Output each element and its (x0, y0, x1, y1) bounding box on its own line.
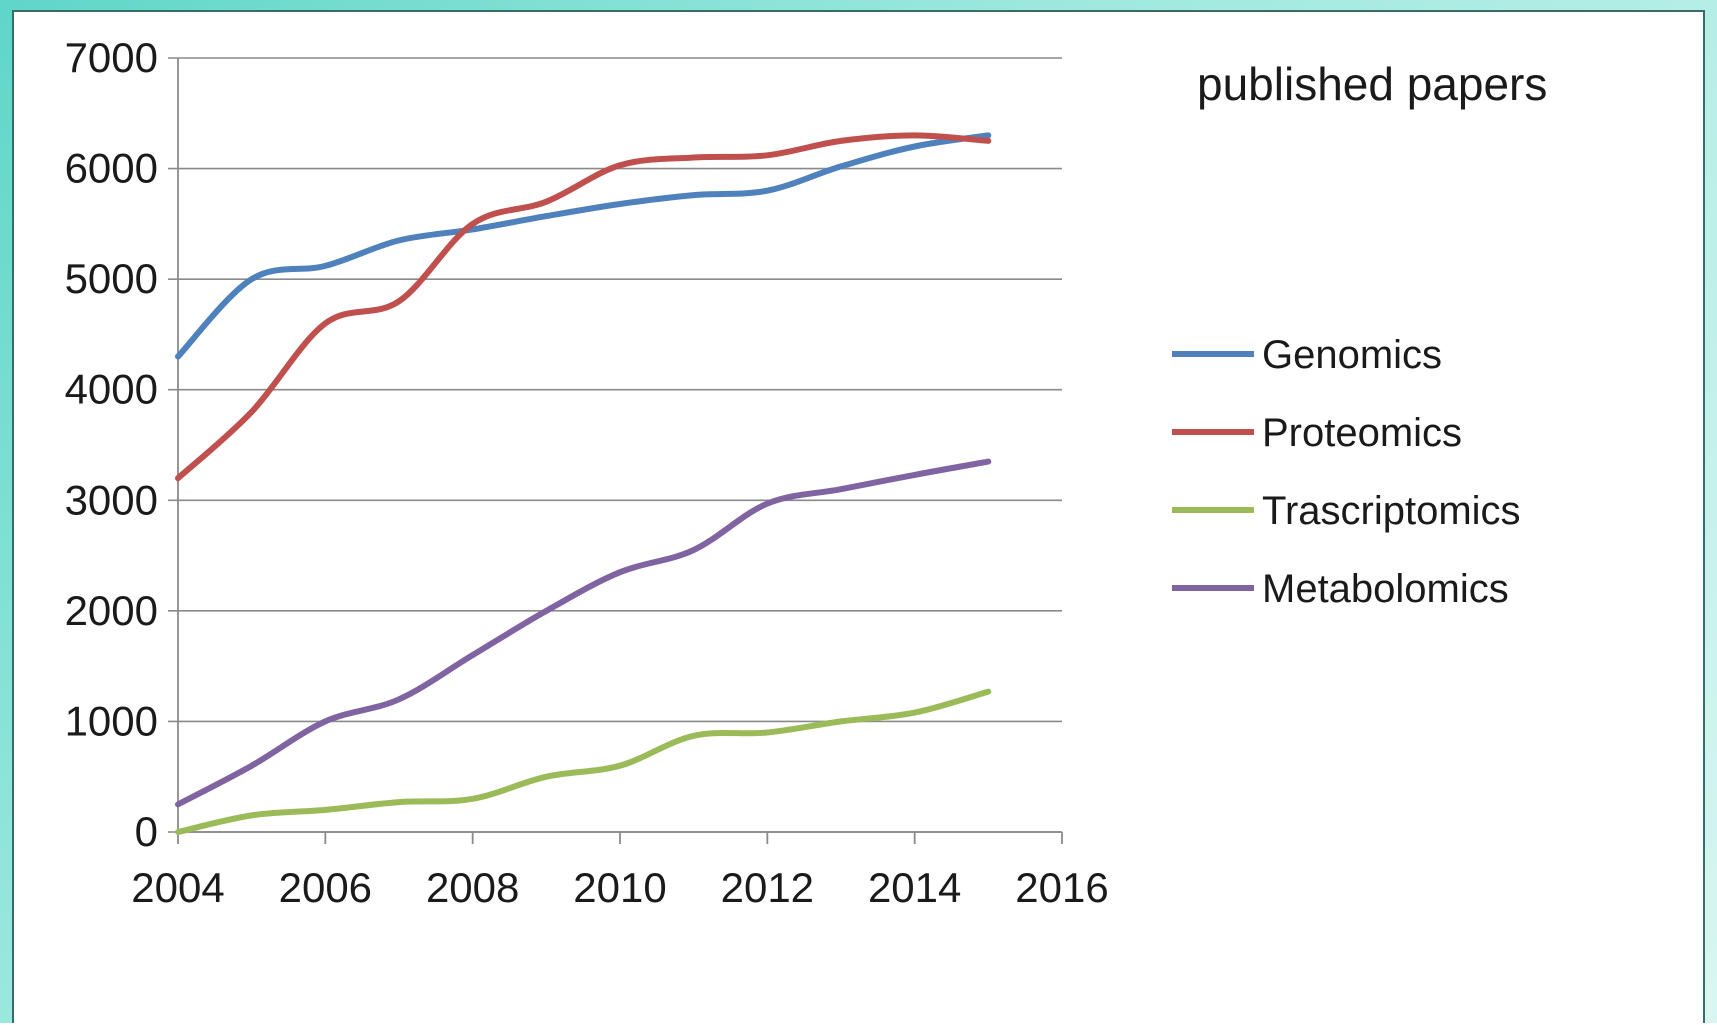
x-tick-labels: 2004 2006 2008 2010 2012 2014 2016 (131, 864, 1108, 911)
legend-label-metabolomics: Metabolomics (1262, 567, 1509, 611)
x-tick-label: 2016 (1015, 864, 1108, 911)
legend-label-genomics: Genomics (1262, 333, 1442, 377)
y-tick-label: 6000 (65, 145, 158, 192)
y-tick-label: 1000 (65, 697, 158, 744)
series-line-genomics (175, 132, 992, 360)
x-tick-label: 2006 (279, 864, 372, 911)
x-tick-label: 2014 (868, 864, 961, 911)
y-tick-label: 5000 (65, 255, 158, 302)
series-line-proteomics (175, 132, 992, 482)
y-tick-label: 7000 (65, 34, 158, 81)
x-tick-label: 2004 (131, 864, 224, 911)
chart-title: published papers (1197, 58, 1547, 110)
y-tick-label: 2000 (65, 587, 158, 634)
y-tick-labels: 0 1000 2000 3000 4000 5000 6000 7000 (65, 34, 158, 855)
series-lines (175, 132, 992, 835)
y-tick-label: 3000 (65, 476, 158, 523)
legend-label-proteomics: Proteomics (1262, 411, 1462, 455)
gridlines (168, 57, 1062, 833)
x-tick-label: 2008 (426, 864, 519, 911)
x-tick-label: 2010 (573, 864, 666, 911)
chart-panel: 0 1000 2000 3000 4000 5000 6000 7000 2004 2006 20… (12, 10, 1705, 1023)
series-line-trascriptomics (175, 688, 992, 835)
axes (177, 58, 1063, 844)
legend-label-trascriptomics: Trascriptomics (1262, 489, 1521, 533)
series-line-metabolomics (175, 458, 992, 808)
y-tick-label: 0 (135, 808, 158, 855)
x-tick-label: 2012 (721, 864, 814, 911)
y-tick-label: 4000 (65, 366, 158, 413)
legend: Genomics Proteomics Trascriptomics Metabolo… (1172, 333, 1521, 611)
